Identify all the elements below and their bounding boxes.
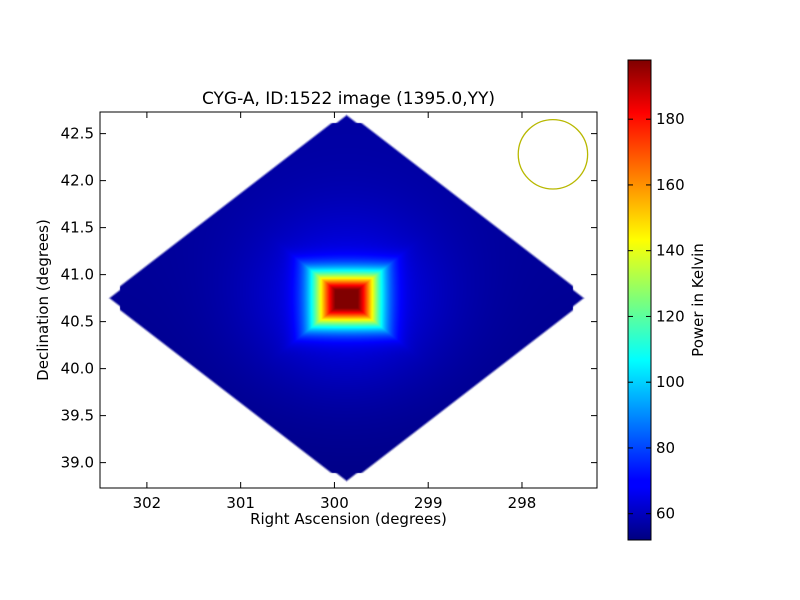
y-tick-label: 42.0 <box>61 172 94 190</box>
plot-frame <box>99 111 598 489</box>
colorbar-ticks: 60 80 100 120 140 160 180 <box>628 110 685 523</box>
y-tick-label: 39.0 <box>61 454 94 472</box>
y-tick-label: 41.0 <box>61 266 94 284</box>
image-axes: 302 301 300 299 298 39.0 39.5 40.0 40.5 41.0 41.5… <box>34 89 598 528</box>
heatmap-image <box>100 112 597 488</box>
colorbar: 60 80 100 120 140 160 180 Power in Kelvin <box>627 59 707 541</box>
y-tick-label: 40.0 <box>61 360 94 378</box>
colorbar-label: Power in Kelvin <box>689 243 707 357</box>
y-axis-ticks: 39.0 39.5 40.0 40.5 41.0 41.5 42.0 42.5 <box>61 125 597 472</box>
colorbar-gradient <box>628 60 651 540</box>
y-axis-label: Declination (degrees) <box>34 219 52 381</box>
colorbar-tick-label: 80 <box>656 439 675 457</box>
colorbar-tick-label: 140 <box>656 242 685 260</box>
beam-circle <box>517 118 589 190</box>
colorbar-tick-label: 160 <box>656 176 685 194</box>
x-tick-label: 300 <box>320 494 349 512</box>
y-tick-label: 42.5 <box>61 125 94 143</box>
x-axis-label: Right Ascension (degrees) <box>250 510 447 528</box>
colorbar-tick-label: 100 <box>656 373 685 391</box>
x-axis-ticks: 302 301 300 299 298 <box>133 112 537 512</box>
colorbar-tick-label: 120 <box>656 307 685 325</box>
x-tick-label: 299 <box>414 494 443 512</box>
y-tick-label: 40.5 <box>61 313 94 331</box>
colorbar-frame <box>627 59 652 541</box>
x-tick-label: 298 <box>508 494 537 512</box>
colorbar-tick-label: 60 <box>656 505 675 523</box>
y-tick-label: 41.5 <box>61 219 94 237</box>
x-tick-label: 302 <box>133 494 162 512</box>
x-tick-label: 301 <box>226 494 255 512</box>
y-tick-label: 39.5 <box>61 407 94 425</box>
colorbar-tick-label: 180 <box>656 110 685 128</box>
chart-title: CYG-A, ID:1522 image (1395.0,YY) <box>202 89 495 109</box>
